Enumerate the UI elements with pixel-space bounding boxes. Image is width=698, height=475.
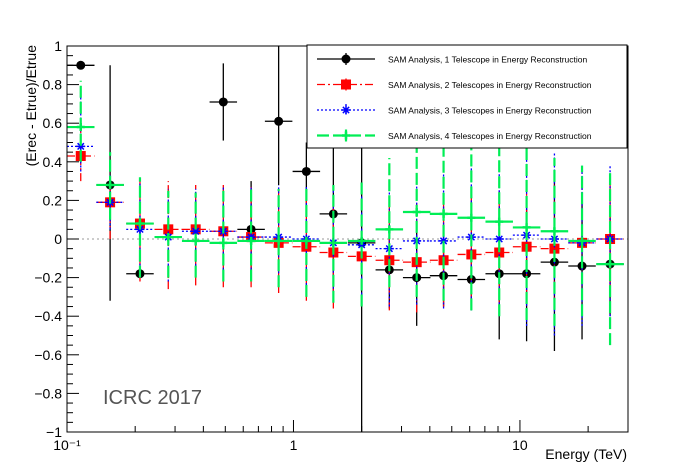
- y-tick-label: 1: [54, 38, 62, 54]
- data-point: [606, 260, 615, 269]
- series-layer: [67, 46, 624, 432]
- data-point: [274, 236, 283, 245]
- data-point: [218, 97, 228, 107]
- data-point: [164, 233, 173, 242]
- data-point: [76, 123, 85, 132]
- data-point: [357, 236, 366, 245]
- data-point: [341, 105, 351, 115]
- data-point: [467, 213, 476, 222]
- data-point: [385, 225, 394, 234]
- data-point: [274, 116, 284, 126]
- data-point: [219, 238, 228, 247]
- y-tick-label: −0.6: [34, 347, 62, 363]
- data-point: [549, 243, 560, 254]
- x-axis-label: Energy (TeV): [545, 446, 627, 462]
- y-tick-label: −0.8: [34, 385, 62, 401]
- y-tick-label: 0.2: [43, 192, 63, 208]
- series-4: [67, 80, 624, 346]
- y-tick-label: 0: [54, 231, 62, 247]
- data-point: [191, 236, 200, 245]
- data-point: [439, 209, 448, 218]
- y-tick-label: −0.4: [34, 308, 62, 324]
- icrc-annotation: ICRC 2017: [103, 387, 202, 409]
- data-point: [522, 223, 531, 232]
- legend-label: SAM Analysis, 3 Telescopes in Energy Rec…: [388, 106, 592, 116]
- axes-layer: −1 −0.8 −0.6 −0.4 −0.2 0 0.2 0.4 0.6 0.8 1 10⁻¹ 1 10: [34, 38, 629, 453]
- y-tick-label: 0.8: [43, 77, 63, 93]
- data-point: [578, 236, 587, 245]
- data-point: [494, 234, 504, 244]
- x-tick-label: 1: [290, 437, 298, 453]
- data-point: [342, 131, 350, 140]
- data-point: [302, 236, 311, 245]
- data-point: [106, 180, 115, 189]
- y-tick-label: −0.2: [34, 270, 62, 286]
- data-point: [329, 238, 338, 247]
- data-point: [495, 217, 504, 226]
- data-point: [412, 207, 421, 216]
- data-point: [247, 236, 256, 245]
- data-point: [191, 226, 201, 236]
- y-tick-label: −1: [46, 424, 62, 440]
- y-axis-label: (Erec - Etrue)/Etrue: [23, 45, 39, 167]
- data-point: [550, 227, 559, 236]
- x-tick-label: 10: [512, 437, 528, 453]
- y-tick-label: 0.4: [43, 154, 63, 170]
- data-point: [135, 219, 144, 228]
- legend-box: [306, 44, 628, 149]
- legend: SAM Analysis, 1 Telescope in Energy Reco…: [306, 44, 628, 149]
- data-point: [341, 79, 351, 90]
- legend-label: SAM Analysis, 4 Telescopes in Energy Rec…: [388, 131, 592, 141]
- legend-label: SAM Analysis, 2 Telescopes in Energy Rec…: [388, 80, 592, 90]
- data-point: [76, 60, 86, 70]
- data-point: [341, 54, 351, 64]
- x-tick-label: 10⁻¹: [53, 437, 81, 453]
- data-point: [76, 141, 86, 151]
- data-point: [494, 247, 505, 258]
- legend-label: SAM Analysis, 1 Telescope in Energy Reco…: [388, 55, 587, 65]
- y-tick-label: 0.6: [43, 115, 63, 131]
- data-point: [301, 166, 311, 176]
